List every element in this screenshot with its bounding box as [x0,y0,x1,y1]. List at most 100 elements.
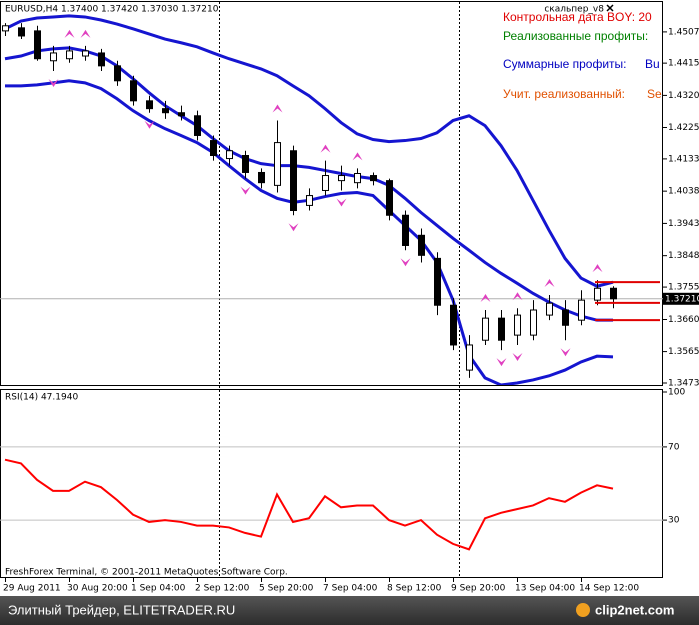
candle-body [82,50,89,57]
y-tick-label: 1.35655 [668,347,699,357]
x-tick-label: 5 Sep 20:00 [259,584,314,594]
candle-body [146,100,153,110]
signal-arrow [512,292,523,301]
candle-body [226,150,233,160]
candle-body [194,115,201,136]
y-tick-label: 1.43200 [668,91,699,101]
candle-body [98,52,105,67]
signal-arrow [352,152,363,161]
signal-arrow [48,78,59,87]
signal-arrow [560,348,571,357]
footer-site: Элитный Трейдер, ELITETRADER.RU [8,602,235,617]
y-tick-label: 1.40380 [668,187,699,197]
y-tick-label: 1.37555 [668,283,699,293]
candle-body [498,317,505,341]
copyright: FreshForex Terminal, © 2001-2011 MetaQuo… [5,568,288,578]
candle-body [130,80,137,102]
y-tick-label: 1.38480 [668,251,699,261]
candle-body [354,172,361,184]
candle-body [50,52,57,62]
rsi-frame [0,389,663,578]
candle-body [34,30,41,60]
x-tick-label: 13 Sep 04:00 [515,584,575,594]
y-tick-label: 100 [668,388,685,398]
candle-body [386,180,393,216]
rsi-title: RSI(14) 47.1940 [5,393,78,403]
candle-body [594,287,601,301]
candle-body [482,317,489,341]
indicator-label: скальпер_v8 [544,5,604,15]
signal-arrow [512,352,523,361]
y-tick-label: 1.36600 [668,315,699,325]
main-frame [0,1,663,386]
annotation: Контрольная дата BOY: 20 [503,10,652,24]
y-tick-label: 1.45070 [668,27,699,37]
candle-body [370,175,377,182]
candle-body [162,108,169,114]
signal-arrow [272,104,283,113]
last-price-label: 1.37210 [665,294,699,304]
signal-arrow [144,120,155,129]
candle-body [18,27,25,37]
y-tick-label: 1.42255 [668,123,699,133]
y-tick-label: 1.41330 [668,154,699,164]
candle-body [546,302,553,316]
x-tick-label: 2 Sep 12:00 [195,584,250,594]
candle-body [114,65,121,82]
candle-body [66,50,73,60]
main-plot [0,14,663,385]
signal-arrow [240,186,251,195]
x-tick-label: 30 Aug 20:00 [67,584,128,594]
candle-body [322,175,329,191]
candle-body [610,287,617,300]
candle-body [2,25,9,32]
x-tick-label: 9 Sep 20:00 [451,584,506,594]
annotation: Se [647,87,662,101]
signal-arrow [80,29,91,38]
candle-body [450,304,457,346]
candle-body [514,314,521,336]
signal-arrow [64,29,75,38]
candle-body [274,142,281,186]
x-tick-label: 8 Sep 12:00 [387,584,442,594]
signal-arrow [496,358,507,367]
annotation: Суммарные профиты: [503,57,627,71]
candle-body [306,195,313,206]
band-line [4,46,613,322]
x-tick-label: 14 Sep 12:00 [579,584,639,594]
signal-arrow [288,223,299,232]
rsi-plot [0,446,663,551]
candle-body [338,175,345,182]
candle-body [562,309,569,326]
band-line [4,14,614,288]
candle-body [402,214,409,246]
signal-arrow [336,198,347,207]
candle-body [242,154,249,173]
candle-body [258,171,265,184]
candle-body [290,150,297,212]
signal-arrow [592,264,603,273]
y-tick-label: 30 [668,516,680,526]
close-icon[interactable] [606,4,614,12]
y-tick-label: 1.34730 [668,379,699,389]
candle-body [434,257,441,306]
footer-brand: clip2net.com [595,602,674,617]
candle-body [178,112,185,117]
annotation: Bu [645,57,660,71]
clip2net-logo [576,603,590,617]
candle-body [418,234,425,256]
candle-body [530,309,537,336]
y-tick-label: 70 [668,442,680,452]
axes: 1.45070 1.44150 1.43200 1.42255 1.41330 1.403… [3,10,699,594]
signal-arrow [320,144,331,153]
rsi-line [4,458,614,551]
last-price-box [663,292,699,305]
x-tick-label: 1 Sep 04:00 [131,584,186,594]
candle-body [466,344,473,371]
x-tick-label: 29 Aug 2011 [3,584,61,594]
y-tick-label: 1.39430 [668,219,699,229]
candle-body [210,140,217,156]
candle-body [578,299,585,321]
signal-arrow [480,293,491,302]
